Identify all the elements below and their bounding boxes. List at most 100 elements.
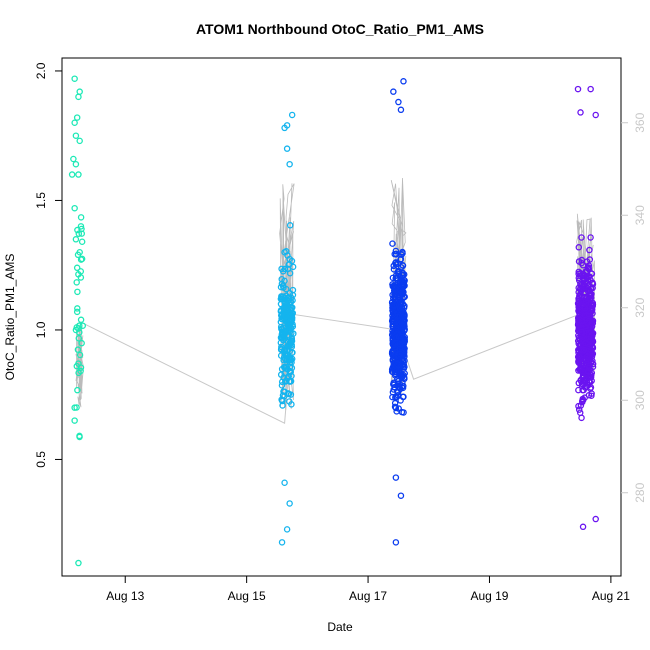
data-point bbox=[578, 234, 585, 241]
data-point bbox=[390, 287, 398, 294]
data-point bbox=[283, 526, 291, 533]
data-point bbox=[287, 320, 295, 327]
data-point bbox=[74, 305, 81, 312]
data-point bbox=[77, 214, 85, 221]
data-point bbox=[76, 329, 83, 336]
data-point bbox=[401, 302, 408, 310]
data-point bbox=[580, 374, 588, 382]
data-point bbox=[574, 85, 582, 93]
data-point bbox=[579, 382, 586, 390]
data-point bbox=[286, 222, 294, 229]
data-point bbox=[401, 375, 408, 383]
plot-frame bbox=[61, 57, 622, 577]
right-y-tick-label: 340 bbox=[633, 205, 647, 225]
data-point bbox=[281, 479, 288, 487]
chart-title: ATOM1 Northbound OtoC_Ratio_PM1_AMS bbox=[196, 21, 484, 37]
x-axis-label: Date bbox=[327, 620, 353, 634]
right-y-tick-label: 320 bbox=[633, 297, 647, 317]
data-point bbox=[283, 346, 291, 354]
data-point bbox=[286, 160, 293, 168]
data-point bbox=[70, 155, 77, 163]
data-point bbox=[287, 306, 294, 313]
data-point bbox=[280, 356, 287, 364]
series-3 bbox=[388, 78, 408, 546]
data-point bbox=[587, 300, 595, 308]
data-point bbox=[588, 350, 595, 358]
y-tick-label: 1.0 bbox=[34, 321, 48, 338]
data-point bbox=[397, 363, 404, 370]
data-point bbox=[288, 111, 296, 119]
data-point bbox=[575, 358, 582, 366]
data-point bbox=[585, 329, 593, 336]
data-point bbox=[576, 336, 583, 343]
x-tick-label: Aug 19 bbox=[470, 589, 508, 603]
data-point bbox=[73, 279, 80, 286]
data-point bbox=[71, 119, 78, 127]
data-point bbox=[73, 324, 80, 331]
data-point bbox=[76, 137, 83, 145]
data-point bbox=[390, 301, 398, 309]
data-point bbox=[282, 312, 290, 320]
data-point bbox=[287, 356, 294, 363]
data-point bbox=[581, 305, 589, 312]
data-point bbox=[280, 327, 288, 335]
data-point bbox=[288, 341, 295, 349]
data-point bbox=[585, 286, 593, 294]
data-point bbox=[74, 346, 82, 353]
data-point bbox=[72, 160, 80, 168]
data-point bbox=[389, 240, 396, 247]
data-point bbox=[75, 271, 82, 278]
data-point bbox=[394, 277, 402, 284]
data-point bbox=[76, 433, 83, 441]
data-point bbox=[578, 414, 585, 422]
data-point bbox=[68, 171, 76, 178]
data-point bbox=[586, 246, 593, 254]
data-point bbox=[281, 124, 288, 132]
data-point bbox=[74, 251, 82, 259]
data-point bbox=[288, 349, 296, 356]
data-point bbox=[288, 337, 296, 345]
data-point bbox=[589, 363, 597, 371]
data-point bbox=[286, 398, 293, 405]
data-point bbox=[278, 343, 285, 351]
data-point bbox=[575, 244, 583, 251]
data-point bbox=[391, 365, 398, 372]
data-point bbox=[394, 260, 401, 267]
data-point bbox=[393, 393, 400, 400]
data-point bbox=[581, 394, 588, 401]
data-point bbox=[587, 234, 594, 241]
data-point bbox=[393, 323, 400, 331]
right-y-tick-label: 280 bbox=[633, 482, 647, 502]
data-point bbox=[283, 316, 290, 323]
data-point bbox=[286, 500, 293, 507]
data-point bbox=[289, 291, 297, 299]
data-point bbox=[75, 230, 83, 237]
data-point bbox=[72, 236, 80, 243]
data-point bbox=[73, 308, 81, 316]
data-point bbox=[575, 367, 582, 374]
data-point bbox=[392, 247, 400, 255]
data-point bbox=[579, 523, 587, 531]
data-point bbox=[399, 287, 406, 295]
data-point bbox=[589, 360, 597, 368]
data-point bbox=[278, 293, 285, 300]
data-point bbox=[400, 409, 407, 416]
data-point bbox=[74, 386, 81, 394]
data-point bbox=[390, 88, 397, 95]
series-1 bbox=[68, 75, 87, 567]
data-point bbox=[589, 279, 596, 287]
data-point bbox=[75, 171, 82, 178]
data-point bbox=[284, 390, 292, 397]
connector-layer bbox=[80, 311, 586, 424]
data-point bbox=[586, 337, 594, 345]
data-point bbox=[395, 383, 403, 391]
data-point bbox=[71, 417, 78, 424]
data-point bbox=[74, 226, 81, 234]
data-point bbox=[279, 282, 287, 289]
data-point bbox=[391, 372, 399, 379]
data-point bbox=[75, 335, 83, 342]
connector-line bbox=[80, 311, 586, 424]
data-point bbox=[395, 98, 402, 106]
data-point bbox=[278, 382, 286, 389]
